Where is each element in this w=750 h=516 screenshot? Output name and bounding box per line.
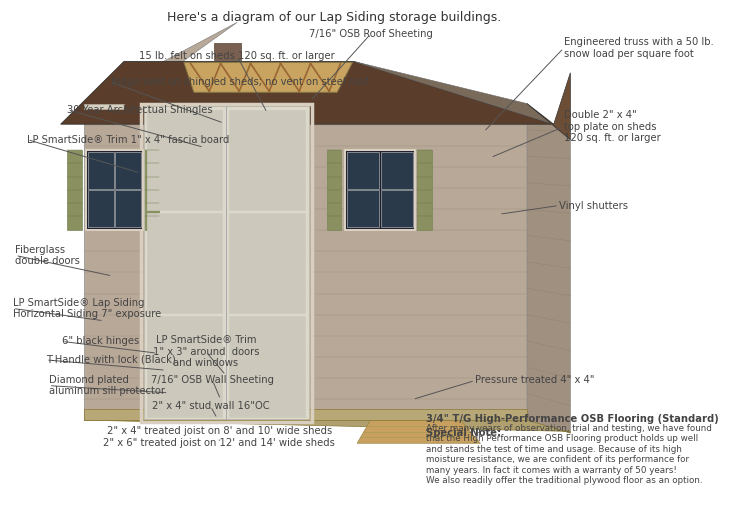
Bar (381, 190, 413, 227)
Text: 2" x 4" treated joist on 8' and 10' wide sheds
2" x 6" treated joist on 12' and : 2" x 4" treated joist on 8' and 10' wide… (104, 426, 335, 448)
FancyBboxPatch shape (229, 110, 304, 211)
Polygon shape (61, 61, 554, 124)
Polygon shape (527, 104, 570, 433)
Bar (214, 43, 241, 60)
Text: 2" x 4" stud wall 16"OC: 2" x 4" stud wall 16"OC (152, 401, 269, 411)
Polygon shape (84, 420, 570, 433)
Text: 7/16" OSB Roof Sheeting: 7/16" OSB Roof Sheeting (308, 29, 433, 39)
Bar (86, 150, 142, 230)
Bar (84, 104, 124, 109)
Text: Vinyl shutters: Vinyl shutters (559, 201, 628, 211)
Bar (326, 150, 341, 230)
Text: LP SmartSide® Trim 1" x 4" fascia board: LP SmartSide® Trim 1" x 4" fascia board (27, 135, 230, 144)
Text: Special Note:: Special Note: (426, 428, 501, 438)
FancyBboxPatch shape (146, 214, 222, 313)
Text: Double 2" x 4"
top plate on sheds
120 sq. ft. or larger: Double 2" x 4" top plate on sheds 120 sq… (564, 110, 661, 143)
Bar (88, 190, 114, 227)
Bar (88, 152, 114, 189)
Polygon shape (527, 73, 570, 140)
Bar (345, 150, 415, 230)
Text: Here's a diagram of our Lap Siding storage buildings.: Here's a diagram of our Lap Siding stora… (166, 11, 501, 24)
Bar (145, 150, 159, 230)
Polygon shape (357, 420, 481, 443)
Polygon shape (184, 62, 352, 92)
Bar (381, 152, 413, 189)
Text: 30 Year Architectual Shingles: 30 Year Architectual Shingles (68, 105, 213, 115)
Text: LP SmartSide® Trim
1" x 3" around  doors
and windows: LP SmartSide® Trim 1" x 3" around doors … (153, 335, 260, 368)
Bar (84, 409, 527, 420)
Text: 3/4" T/G High-Performance OSB Flooring (Standard): 3/4" T/G High-Performance OSB Flooring (… (426, 413, 718, 424)
Bar (115, 190, 140, 227)
Polygon shape (84, 22, 237, 104)
Text: 7/16" OSB Wall Sheeting: 7/16" OSB Wall Sheeting (151, 376, 274, 385)
Bar (115, 152, 140, 189)
Bar (68, 150, 82, 230)
Text: Fiberglass
double doors: Fiberglass double doors (15, 245, 80, 266)
Bar (144, 106, 308, 419)
Text: LP SmartSide® Lap Siding
Horizontal Siding 7" exposure: LP SmartSide® Lap Siding Horizontal Sidi… (13, 298, 161, 319)
FancyBboxPatch shape (229, 316, 304, 416)
Text: T-Handle with lock (Black): T-Handle with lock (Black) (46, 355, 176, 365)
Bar (417, 150, 432, 230)
Polygon shape (354, 61, 570, 140)
FancyBboxPatch shape (146, 316, 222, 416)
Bar (347, 190, 380, 227)
Text: Diamond plated
aluminum sill protector: Diamond plated aluminum sill protector (49, 375, 165, 396)
Bar (140, 104, 312, 422)
Bar (347, 152, 380, 189)
Text: Engineered truss with a 50 lb.
snow load per square foot: Engineered truss with a 50 lb. snow load… (564, 37, 713, 59)
Text: Pressure treated 4" x 4": Pressure treated 4" x 4" (475, 376, 595, 385)
FancyBboxPatch shape (229, 214, 304, 313)
Bar (84, 104, 527, 420)
Text: 6" black hinges: 6" black hinges (62, 336, 140, 346)
Text: After many years of observation, trial and testing, we have found
that the High : After many years of observation, trial a… (426, 424, 712, 485)
FancyBboxPatch shape (146, 110, 222, 211)
Text: 15 lb. felt on sheds 120 sq. ft. or larger: 15 lb. felt on sheds 120 sq. ft. or larg… (140, 51, 335, 61)
Text: Ridge vent on shingled sheds; no vent on steel roof: Ridge vent on shingled sheds; no vent on… (111, 77, 368, 87)
